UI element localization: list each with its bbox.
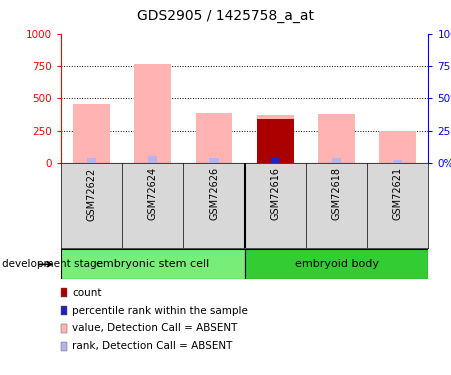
Bar [271, 159, 280, 163]
Text: GDS2905 / 1425758_a_at: GDS2905 / 1425758_a_at [137, 9, 314, 23]
Text: percentile rank within the sample: percentile rank within the sample [72, 306, 248, 315]
Bar [257, 119, 294, 163]
Bar [61, 249, 245, 279]
Text: GSM72626: GSM72626 [209, 167, 219, 220]
Bar [332, 158, 341, 163]
Text: value, Detection Call = ABSENT: value, Detection Call = ABSENT [72, 324, 238, 333]
Bar [245, 249, 428, 279]
Bar [271, 159, 280, 163]
Text: GSM72618: GSM72618 [331, 167, 341, 220]
Text: embryoid body: embryoid body [295, 260, 378, 269]
Text: rank, Detection Call = ABSENT: rank, Detection Call = ABSENT [72, 342, 233, 351]
Bar [148, 156, 157, 163]
Bar [87, 158, 96, 163]
Text: GSM72621: GSM72621 [393, 167, 403, 220]
Text: GSM72622: GSM72622 [87, 167, 97, 220]
Text: GSM72624: GSM72624 [148, 167, 158, 220]
Text: GSM72616: GSM72616 [270, 167, 281, 220]
Bar [393, 159, 402, 163]
Bar [73, 104, 110, 163]
Bar [257, 115, 294, 163]
Text: embryonic stem cell: embryonic stem cell [96, 260, 209, 269]
Bar [318, 114, 355, 163]
Text: development stage: development stage [2, 260, 103, 269]
Text: count: count [72, 288, 102, 297]
Bar [196, 112, 232, 163]
Bar [379, 131, 416, 163]
Bar [134, 63, 171, 163]
Bar [209, 158, 219, 163]
